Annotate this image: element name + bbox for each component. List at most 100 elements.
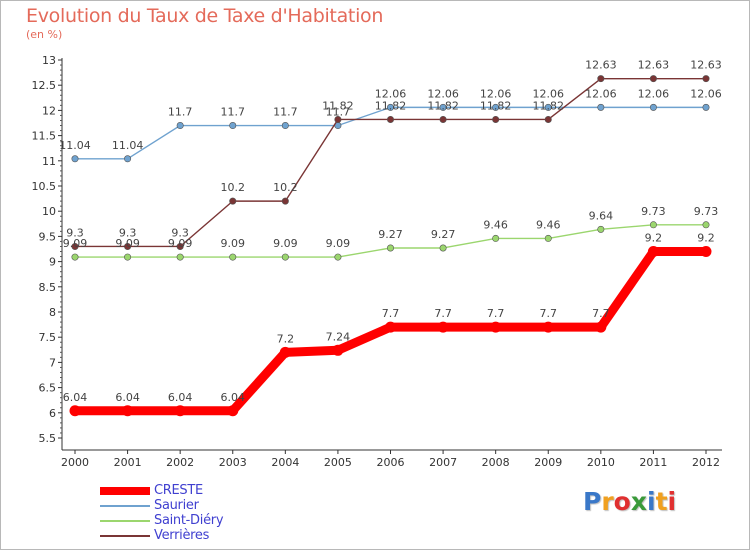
x-tick-label: 2001 <box>114 456 142 469</box>
data-point <box>702 221 710 229</box>
series-layer <box>69 75 712 417</box>
logo-letter: i <box>647 487 656 516</box>
data-point <box>386 244 394 252</box>
data-label: 9.3 <box>119 226 137 239</box>
y-tick-label: 9.5 <box>39 230 57 243</box>
data-label: 10.2 <box>273 181 298 194</box>
y-tick-label: 6.5 <box>39 382 57 395</box>
data-label: 9.09 <box>273 237 298 250</box>
data-label: 12.06 <box>533 87 565 100</box>
legend-label: Saurier <box>154 498 199 513</box>
proxiti-logo: Proxiti <box>583 487 676 516</box>
x-tick-label: 2003 <box>219 456 247 469</box>
data-label: 9.27 <box>431 228 456 241</box>
data-point <box>542 321 554 333</box>
data-point <box>700 246 712 258</box>
data-point <box>176 253 184 261</box>
y-tick-label: 8 <box>49 306 56 319</box>
data-label: 9.09 <box>115 237 140 250</box>
data-point <box>71 253 79 261</box>
data-label: 12.06 <box>638 87 670 100</box>
data-label: 7.7 <box>592 307 610 320</box>
data-label: 11.7 <box>273 106 298 119</box>
data-point <box>492 103 500 111</box>
data-labels-layer: 11.04 11.04 11.7 11.7 11.7 11.7 12.06 12.06 12.0… <box>59 59 722 404</box>
chart-axes: 5.5 6 6.5 7 7.5 8 8.5 9 9.5 10 10.5 11 11.5 12 12.5 13 2… <box>32 54 722 469</box>
data-point <box>439 244 447 252</box>
data-point <box>176 242 184 250</box>
data-point <box>492 115 500 123</box>
legend-label: Saint-Diéry <box>154 513 224 528</box>
data-label: 7.7 <box>487 307 505 320</box>
data-label: 12.06 <box>375 87 407 100</box>
x-tick-label: 2002 <box>166 456 194 469</box>
legend-label: CRESTE <box>154 483 203 498</box>
data-label: 9.2 <box>645 232 663 245</box>
data-point <box>279 346 291 358</box>
y-tick-label: 6 <box>49 407 56 420</box>
data-label: 11.82 <box>480 99 512 112</box>
data-label: 7.24 <box>326 330 351 343</box>
data-label: 9.46 <box>483 218 508 231</box>
data-label: 7.7 <box>540 307 558 320</box>
legend-swatch <box>100 535 150 537</box>
data-point <box>544 115 552 123</box>
y-tick-label: 13 <box>42 54 56 67</box>
data-label: 6.04 <box>63 391 88 404</box>
data-label: 7.2 <box>277 332 295 345</box>
data-label: 9.27 <box>378 228 403 241</box>
data-label: 11.82 <box>533 99 565 112</box>
data-label: 9.73 <box>641 205 666 218</box>
data-point <box>544 234 552 242</box>
y-tick-label: 10 <box>42 205 56 218</box>
data-point <box>229 122 237 130</box>
data-point <box>702 75 710 83</box>
data-label: 12.63 <box>585 59 617 72</box>
data-point <box>227 405 239 417</box>
data-point <box>124 242 132 250</box>
data-point <box>385 321 396 333</box>
data-point <box>595 321 607 333</box>
data-point <box>647 246 659 258</box>
y-tick-label: 11.5 <box>32 130 57 143</box>
data-point <box>439 115 447 123</box>
logo-letter: r <box>601 487 614 516</box>
x-tick-label: 2006 <box>377 456 405 469</box>
data-label: 7.7 <box>434 307 452 320</box>
data-point <box>124 253 132 261</box>
data-point <box>334 115 342 123</box>
data-point <box>649 103 657 111</box>
x-tick-label: 2010 <box>587 456 615 469</box>
data-label: 9.09 <box>63 237 88 250</box>
data-label: 12.63 <box>690 59 722 72</box>
x-tick-label: 2011 <box>639 456 667 469</box>
data-point <box>281 197 289 205</box>
y-tick-label: 7.5 <box>39 331 57 344</box>
x-tick-label: 2009 <box>534 456 562 469</box>
y-tick-label: 5.5 <box>39 432 57 445</box>
legend-swatch <box>100 520 150 522</box>
data-label: 12.06 <box>690 87 722 100</box>
data-label: 6.04 <box>168 391 193 404</box>
data-label: 9.3 <box>66 226 84 239</box>
data-point <box>122 405 134 417</box>
data-point <box>69 405 81 417</box>
data-label: 11.7 <box>221 106 246 119</box>
data-label: 10.2 <box>221 181 246 194</box>
x-tick-label: 2004 <box>271 456 299 469</box>
data-point <box>439 103 447 111</box>
data-point <box>649 221 657 229</box>
data-point <box>229 197 237 205</box>
data-point <box>281 253 289 261</box>
data-label: 12.06 <box>585 87 617 100</box>
data-label: 9.3 <box>171 226 189 239</box>
y-tick-label: 10.5 <box>32 180 57 193</box>
x-tick-label: 2008 <box>482 456 510 469</box>
chart-unit: (en %) <box>26 28 63 41</box>
data-label: 11.04 <box>112 139 144 152</box>
data-point <box>597 75 605 83</box>
data-point <box>71 242 79 250</box>
data-point <box>334 253 342 261</box>
